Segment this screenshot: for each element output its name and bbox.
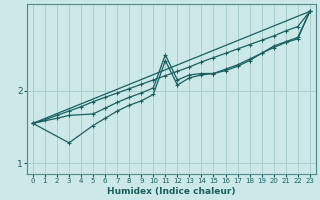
X-axis label: Humidex (Indice chaleur): Humidex (Indice chaleur) xyxy=(107,187,236,196)
